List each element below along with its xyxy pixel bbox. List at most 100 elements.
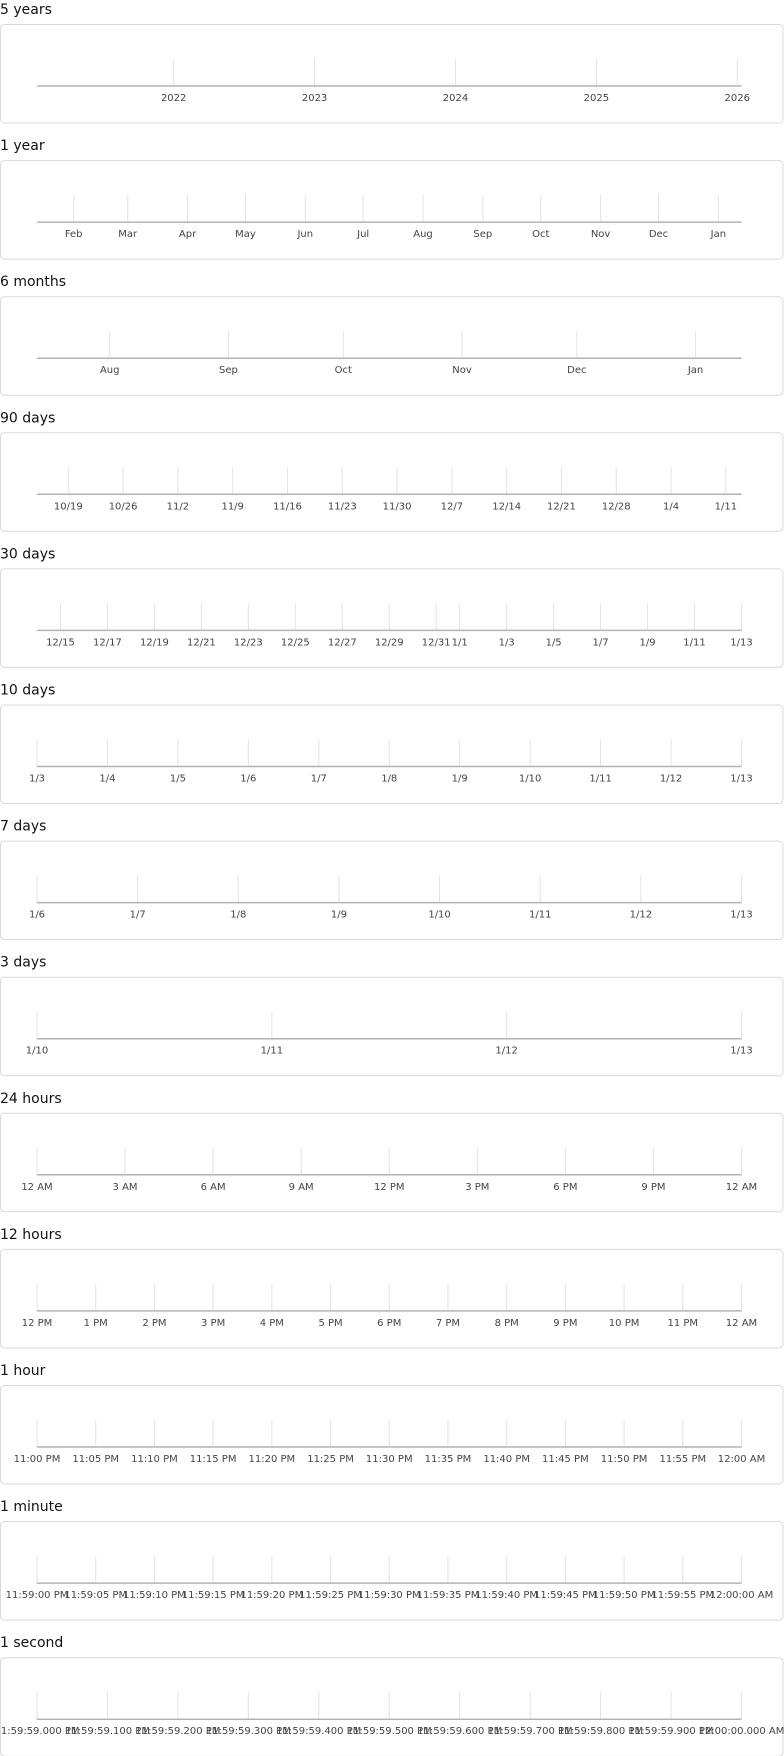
panel-box (0, 1385, 784, 1485)
tick-label: 11:59:50 PM (593, 1590, 656, 1601)
tick-label: 1/11 (683, 637, 705, 648)
axis-panel: 6 months Aug Sep Oct Nov Dec Jan (0, 274, 784, 396)
tick-label: 12/27 (328, 637, 357, 648)
tick-label: Jun (296, 229, 313, 240)
tick-label: 3 PM (201, 1318, 225, 1329)
panel-box (0, 704, 784, 804)
panel-box (0, 1657, 784, 1756)
tick-label: 12/29 (375, 637, 404, 648)
tick-label: Mar (118, 229, 138, 240)
tick-label: Oct (335, 365, 352, 376)
tick-label: 10 PM (609, 1318, 640, 1329)
tick-label: 2024 (443, 93, 468, 104)
tick-label: 1/1 (452, 637, 468, 648)
tick-label: 12/19 (140, 637, 169, 648)
tick-label: 6 PM (377, 1318, 401, 1329)
axis-panel: 7 days 1/6 1/7 1/8 1/9 1/10 1/11 1/12 1/13 (0, 819, 784, 941)
tick-label: 12/7 (441, 501, 463, 512)
axis-panel: 30 days 12/15 12/17 12/19 12/21 12/23 12/25 12/… (0, 546, 784, 668)
tick-label: 12 AM (726, 1182, 757, 1193)
tick-label: Nov (591, 229, 611, 240)
tick-label: 1/11 (529, 910, 551, 921)
tick-label: 12/21 (187, 637, 216, 648)
tick-label: 1/13 (730, 637, 752, 648)
tick-label: 1/12 (660, 774, 682, 785)
tick-label: 12/17 (93, 637, 122, 648)
tick-label: 1/9 (331, 910, 347, 921)
panel-title: 1 second (0, 1635, 63, 1651)
tick-label: 11:59:59.700 PM (488, 1726, 573, 1737)
tick-label: 12 AM (726, 1318, 757, 1329)
tick-label: 1/10 (26, 1046, 48, 1057)
panel-box (0, 1521, 784, 1621)
tick-label: 1/13 (730, 910, 752, 921)
tick-label: 1/13 (730, 1046, 752, 1057)
panel-title: 24 hours (0, 1091, 62, 1107)
tick-label: 2026 (725, 93, 750, 104)
tick-label: 9 PM (553, 1318, 577, 1329)
tick-label: 11:00 PM (14, 1454, 61, 1465)
tick-label: 11:59:55 PM (651, 1590, 714, 1601)
tick-label: 6 PM (553, 1182, 577, 1193)
tick-label: 11/9 (221, 501, 243, 512)
panel-title: 1 minute (0, 1499, 63, 1515)
tick-label: 11 PM (668, 1318, 699, 1329)
tick-label: 11:59:15 PM (182, 1590, 245, 1601)
axis-panel: 5 years 2022 2023 2024 2025 2026 (0, 2, 784, 124)
axis-panel: 1 hour 11:00 PM 11:05 PM 11:10 PM 11:15 PM 11… (0, 1363, 784, 1485)
tick-label: 11:59:59.200 PM (135, 1726, 220, 1737)
tick-label: 1/4 (663, 501, 679, 512)
tick-label: 11:59:59.900 PM (629, 1726, 714, 1737)
tick-label: 11:50 PM (601, 1454, 648, 1465)
tick-label: 1/3 (29, 774, 45, 785)
panel-box (0, 976, 784, 1077)
tick-label: 11:59:05 PM (64, 1590, 127, 1601)
axis-panel: 10 days 1/3 1/4 1/5 1/6 1/7 1/8 1/9 1/10 1/11 1/12… (0, 683, 784, 804)
tick-label: Aug (100, 365, 120, 376)
tick-label: 11/23 (328, 501, 357, 512)
tick-label: 11:59:45 PM (534, 1590, 597, 1601)
tick-label: 11:15 PM (190, 1454, 237, 1465)
tick-label: 11:59:25 PM (299, 1590, 362, 1601)
tick-label: 12/31 (422, 637, 451, 648)
tick-label: 11:40 PM (483, 1454, 530, 1465)
tick-label: 1/12 (630, 910, 652, 921)
tick-label: 12 PM (22, 1318, 53, 1329)
axis-panel: 24 hours 12 AM 3 AM 6 AM 9 AM 12 PM 3 PM 6 PM 9 … (0, 1091, 784, 1213)
panel-box (0, 296, 784, 396)
tick-label: 12/25 (281, 637, 310, 648)
tick-label: 11:59:59.100 PM (65, 1726, 150, 1737)
tick-label: 12 PM (374, 1182, 405, 1193)
tick-label: 11:30 PM (366, 1454, 413, 1465)
tick-label: 1/6 (29, 910, 45, 921)
tick-label: 1 PM (84, 1318, 108, 1329)
axis-panel: 3 days 1/10 1/11 1/12 1/13 (0, 955, 784, 1077)
panel-title: 10 days (0, 683, 55, 699)
tick-label: 12:00 AM (718, 1454, 765, 1465)
tick-label: 12/14 (492, 501, 521, 512)
tick-label: 1/11 (589, 774, 611, 785)
tick-label: 7 PM (436, 1318, 460, 1329)
tick-label: Apr (179, 229, 197, 240)
tick-label: Nov (452, 365, 472, 376)
tick-label: 12/15 (46, 637, 75, 648)
panel-title: 3 days (0, 955, 46, 971)
tick-label: 11:59:59.300 PM (206, 1726, 291, 1737)
tick-label: 11:20 PM (249, 1454, 296, 1465)
tick-label: 1/11 (715, 501, 737, 512)
tick-label: 11:25 PM (307, 1454, 354, 1465)
tick-label: 4 PM (260, 1318, 284, 1329)
tick-label: 12:00:00.000 AM (699, 1726, 784, 1737)
axis-panel: 1 year Feb Mar Apr May Jun Jul Aug Sep Oct Nov Dec J… (0, 138, 784, 260)
tick-label: Aug (413, 229, 433, 240)
tick-label: Jul (356, 229, 369, 240)
tick-label: 11:35 PM (425, 1454, 472, 1465)
axis-panel: 12 hours 12 PM 1 PM 2 PM 3 PM 4 PM 5 PM 6 PM 7 P… (0, 1227, 784, 1349)
tick-label: 11:59:59.800 PM (558, 1726, 643, 1737)
panel-title: 6 months (0, 274, 66, 290)
tick-label: 3 PM (465, 1182, 489, 1193)
panel-box (0, 24, 784, 124)
tick-label: 6 AM (201, 1182, 226, 1193)
tick-label: 11:10 PM (131, 1454, 178, 1465)
